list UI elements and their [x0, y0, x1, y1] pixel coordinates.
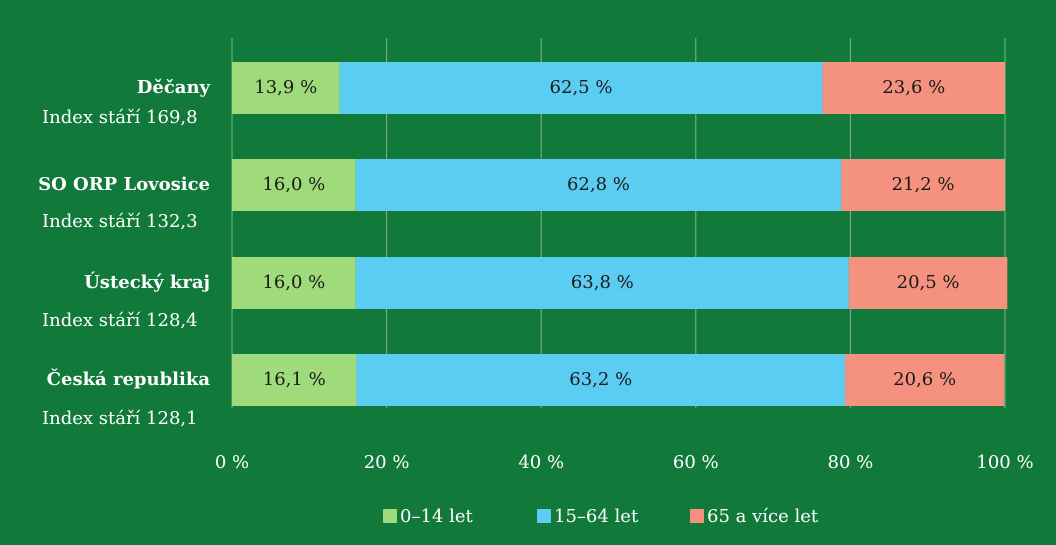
x-tick-label: 100 %: [976, 452, 1033, 473]
category-note: Index stáří 128,4: [42, 310, 198, 331]
bar-segment: [841, 159, 1005, 211]
category-label: SO ORP Lovosice: [38, 174, 210, 195]
bar-segment: [355, 159, 842, 211]
value-label: 16,0 %: [262, 174, 325, 195]
x-tick-label: 40 %: [518, 452, 564, 473]
x-tick-label: 60 %: [673, 452, 719, 473]
bar-segment: [844, 354, 1005, 406]
legend-swatch: [690, 509, 704, 523]
bar-segment: [232, 257, 356, 309]
value-label: 62,8 %: [567, 174, 630, 195]
legend-label: 0–14 let: [400, 506, 473, 527]
category-label: Děčany: [137, 77, 211, 98]
bar-segment: [339, 62, 823, 114]
category-label: Ústecký kraj: [84, 270, 210, 293]
value-label: 16,1 %: [263, 369, 326, 390]
value-label: 20,6 %: [893, 369, 956, 390]
bar-segment: [848, 257, 1008, 309]
x-tick-label: 0 %: [215, 452, 249, 473]
x-tick-label: 20 %: [364, 452, 410, 473]
bar-segment: [822, 62, 1005, 114]
legend-label: 65 a více let: [707, 506, 819, 527]
category-note: Index stáří 132,3: [42, 211, 198, 232]
value-label: 63,2 %: [569, 369, 632, 390]
value-label: 63,8 %: [571, 272, 634, 293]
category-label: Česká republika: [47, 367, 211, 390]
legend-swatch: [383, 509, 397, 523]
value-label: 23,6 %: [882, 77, 945, 98]
value-label: 13,9 %: [254, 77, 317, 98]
value-label: 20,5 %: [897, 272, 960, 293]
value-label: 21,2 %: [892, 174, 955, 195]
bar-segment: [355, 257, 849, 309]
bar-segment: [232, 62, 340, 114]
bar-segment: [232, 354, 357, 406]
value-label: 16,0 %: [262, 272, 325, 293]
legend-swatch: [537, 509, 551, 523]
bar-segment: [232, 159, 356, 211]
bar-segment: [356, 354, 845, 406]
legend-label: 15–64 let: [554, 506, 639, 527]
category-note: Index stáří 169,8: [42, 107, 198, 128]
category-note: Index stáří 128,1: [42, 408, 198, 429]
value-label: 62,5 %: [550, 77, 613, 98]
x-tick-label: 80 %: [828, 452, 874, 473]
